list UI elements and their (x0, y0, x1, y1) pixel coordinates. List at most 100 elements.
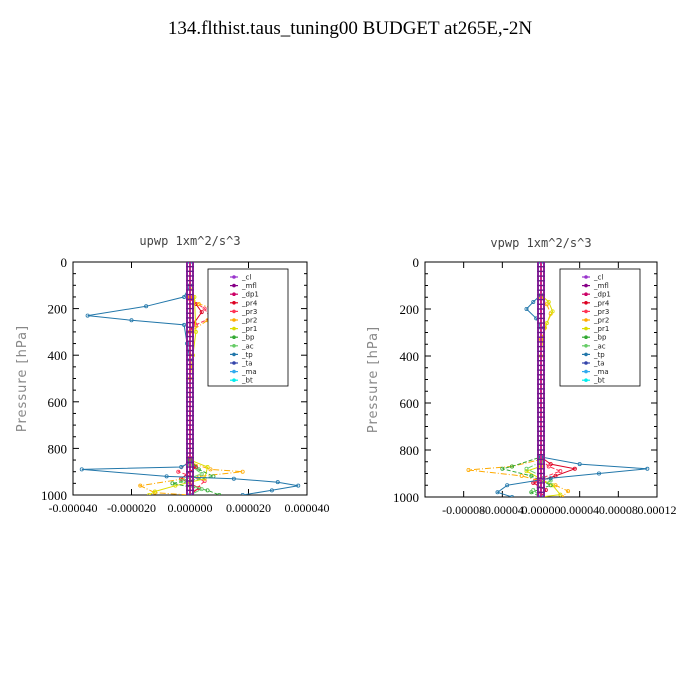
series-point (129, 318, 134, 323)
series-point (597, 471, 602, 476)
series-point (147, 493, 152, 495)
x-tick-label: 0.000040 (285, 501, 330, 515)
legend-marker (232, 369, 236, 374)
series-point (205, 488, 210, 493)
series-point (176, 469, 181, 474)
series-point (505, 483, 510, 488)
legend-label: _tp (593, 351, 605, 359)
series-point (202, 476, 207, 481)
legend-label: _pr3 (593, 308, 609, 316)
series-point (524, 469, 529, 474)
series-point (199, 472, 204, 477)
y-tick-label: 0 (413, 255, 420, 270)
series-point (558, 492, 563, 497)
series-point (531, 487, 536, 492)
series-point (182, 294, 187, 299)
series-point (152, 489, 157, 494)
series-point (179, 479, 184, 484)
series-point (170, 481, 175, 486)
legend-label: _pr1 (241, 325, 257, 333)
series-line-pr2 (468, 262, 569, 497)
y-tick-label: 200 (400, 302, 420, 317)
series-group (79, 262, 301, 495)
x-tick-label: -0.000040 (49, 501, 98, 515)
legend-label: _mfl (241, 282, 257, 290)
legend-box (207, 268, 289, 387)
y-tick-label: 600 (400, 396, 420, 411)
series-point (179, 465, 184, 470)
series-point (208, 467, 213, 472)
series-point (199, 487, 204, 492)
series-point (85, 313, 90, 318)
series-point (196, 467, 201, 472)
chart-panel-2: vpwp 1xm^2/s^3 Pressure [hPa] 0 200 400 600 80… (366, 236, 677, 517)
series-point (202, 479, 207, 484)
series-point (524, 306, 529, 311)
legend-marker (232, 309, 236, 314)
series-point (202, 306, 207, 311)
series-point (182, 322, 187, 327)
legend-marker (584, 352, 588, 357)
series-point (566, 489, 571, 494)
series-line-pr1 (148, 262, 209, 495)
series-point (519, 473, 524, 478)
legend-marker (232, 344, 236, 348)
x-tick-label: 0.000020 (226, 501, 271, 515)
series-point (205, 465, 210, 470)
legend-marker (232, 301, 236, 305)
legend-marker (584, 378, 588, 383)
series-point (645, 466, 650, 471)
x-tick-label: -0.00008 (442, 503, 485, 517)
legend-label: _tp (241, 351, 253, 359)
series-point (466, 467, 471, 472)
legend-label: _pr4 (593, 299, 610, 307)
legend-marker (232, 326, 236, 331)
legend-marker (584, 344, 588, 348)
x-tick-label: -0.000020 (107, 501, 156, 515)
legend-label: _cl (241, 274, 251, 282)
series-point (550, 309, 555, 314)
series-point (572, 466, 577, 471)
series-point (240, 469, 245, 474)
legend-label: _ta (593, 360, 605, 368)
legend-label: _mfl (593, 282, 609, 290)
panel-title: vpwp 1xm^2/s^3 (490, 236, 591, 250)
x-tick-label: 0.00012 (638, 503, 677, 517)
series-point (544, 302, 549, 307)
legend-label: _pr4 (241, 299, 258, 307)
series-point (495, 490, 500, 495)
legend-label: _bp (593, 334, 607, 342)
series-point (558, 469, 563, 474)
y-axis-label: Pressure [hPa] (366, 326, 381, 433)
series-group (466, 262, 650, 497)
series-point (144, 304, 149, 309)
legend-marker (232, 352, 236, 357)
series-point (240, 493, 245, 495)
series-point (531, 299, 536, 304)
legend-label: _ma (593, 368, 609, 376)
series-point (199, 310, 204, 315)
series-point (79, 467, 84, 472)
legend-marker (584, 318, 588, 322)
series-point (196, 301, 201, 306)
legend-marker (584, 369, 588, 374)
series-point (529, 473, 534, 478)
series-line-pr2 (138, 262, 243, 495)
x-tick-label: -0.00004 (481, 503, 524, 517)
legend-marker (232, 318, 236, 322)
y-axis-label: Pressure [hPa] (15, 325, 30, 432)
legend-marker (232, 335, 236, 340)
legend-marker (584, 292, 588, 297)
series-point (217, 493, 222, 495)
legend-marker (584, 275, 588, 279)
series-point (544, 321, 549, 326)
legend-label: _pr3 (241, 308, 257, 316)
legend-label: _dp1 (241, 291, 259, 299)
series-point (138, 483, 143, 488)
series-point (231, 476, 236, 481)
series-point (193, 329, 198, 334)
legend-label: _dp1 (593, 291, 611, 299)
x-tick-label: 0.000000 (168, 501, 213, 515)
series-point (269, 488, 274, 493)
